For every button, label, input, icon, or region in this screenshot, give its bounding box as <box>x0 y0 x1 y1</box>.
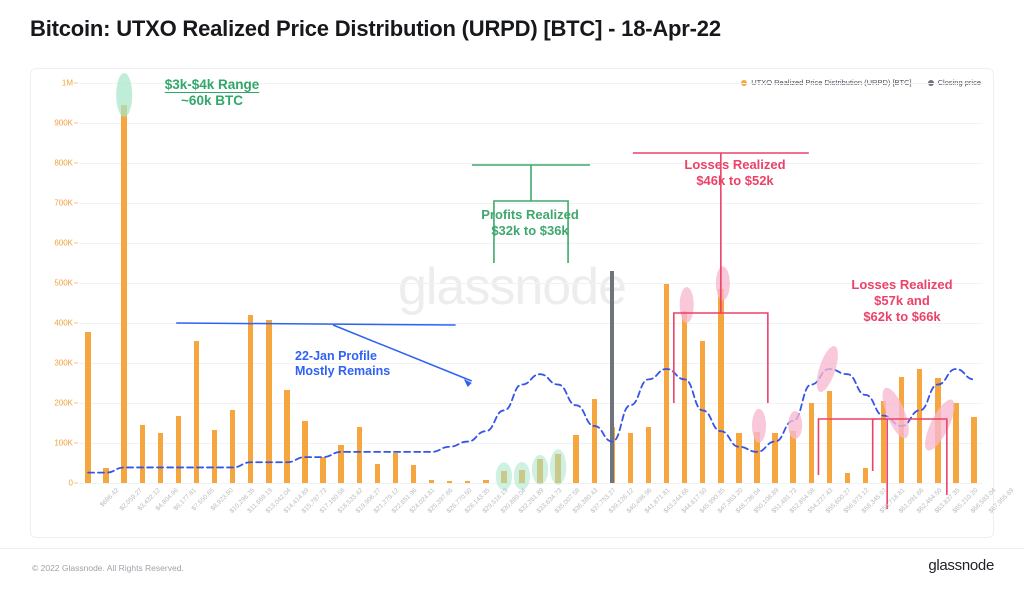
bar[interactable] <box>121 105 127 483</box>
gridline <box>79 163 983 164</box>
y-axis-tick-label: 700K <box>54 198 73 208</box>
annotation-line: 22-Jan Profile <box>295 349 377 363</box>
annotation-line: $57k and <box>874 292 930 308</box>
page-title: Bitcoin: UTXO Realized Price Distributio… <box>30 16 721 41</box>
y-axis-tick-label: 0 <box>68 478 73 488</box>
gridline <box>79 283 983 284</box>
gridline <box>79 483 983 484</box>
bar[interactable] <box>103 467 109 483</box>
y-axis-tick-label: 400K <box>54 318 73 328</box>
y-axis-tick-label: 200K <box>54 398 73 408</box>
annotation-range-3k-4k: $3k-$4k Range ~60k BTC <box>117 77 307 110</box>
annotation-line: Mostly Remains <box>295 364 391 379</box>
y-axis-tick <box>74 82 78 84</box>
annotation-jan-profile: 22-Jan Profile Mostly Remains <box>295 349 455 380</box>
copyright-text: © 2022 Glassnode. All Rights Reserved. <box>32 563 184 573</box>
bar[interactable] <box>862 467 869 483</box>
legend-dot-icon <box>927 79 934 86</box>
legend-label-closing-price: Closing price <box>938 78 981 87</box>
annotation-line: $3k-$4k Range <box>164 77 260 92</box>
annotation-line: $62k to $66k <box>863 308 941 324</box>
y-axis-tick <box>74 322 78 324</box>
y-axis-tick <box>74 442 78 444</box>
y-axis-tick <box>74 202 78 204</box>
bar[interactable] <box>483 479 489 483</box>
gridline <box>79 203 983 204</box>
plot-area: 0 100K 200K 300K 400K 500K 600K 700K 800K 900K 1M <box>54 73 983 509</box>
y-axis-tick-label: 600K <box>54 238 73 248</box>
watermark-glassnode: glassnode <box>397 258 627 316</box>
y-axis-tick-label: 1M <box>61 78 73 88</box>
y-axis-tick-label: 300K <box>54 358 73 368</box>
y-axis-tick <box>74 482 78 484</box>
glassnode-logo: glassnode <box>928 557 994 574</box>
annotation-profits-realized: Profits Realized $32k to $36k <box>435 207 625 239</box>
legend-item-closing-price[interactable]: Closing price <box>927 78 981 87</box>
annotation-line: $46k to $52k <box>696 172 774 188</box>
footer: © 2022 Glassnode. All Rights Reserved. g… <box>0 548 1024 589</box>
y-axis-tick-label: 100K <box>54 438 73 448</box>
y-axis-tick <box>74 162 78 164</box>
y-axis-tick-label: 900K <box>54 118 73 128</box>
annotation-line: ~60k BTC <box>181 93 243 109</box>
y-axis-tick <box>74 242 78 244</box>
y-axis-tick <box>74 362 78 364</box>
gridline <box>79 323 983 324</box>
annotation-line: Losses Realized <box>851 277 953 292</box>
legend-label-urpd: UTXO Realized Price Distribution (URPD) … <box>751 78 911 87</box>
chart-card: UTXO Realized Price Distribution (URPD) … <box>30 68 1016 538</box>
x-axis: $686.42 $2,059.27 $3,432.12 $4,804.96 $6,177… <box>79 487 1016 535</box>
annotation-losses-46k-52k: Losses Realized $46k to $52k <box>635 157 835 189</box>
annotation-line: Losses Realized <box>684 157 786 172</box>
bar[interactable] <box>446 480 453 483</box>
annotation-line: $32k to $36k <box>491 222 569 238</box>
gridline <box>79 83 983 84</box>
y-axis-tick <box>74 402 78 404</box>
y-axis-tick-label: 800K <box>54 158 73 168</box>
legend-item-urpd[interactable]: UTXO Realized Price Distribution (URPD) … <box>741 78 912 87</box>
gridline <box>79 363 983 364</box>
bar[interactable] <box>844 472 851 483</box>
gridline <box>79 123 983 124</box>
gridline <box>79 243 983 244</box>
bar[interactable] <box>374 464 381 483</box>
annotation-line: Profits Realized <box>481 207 579 222</box>
y-axis-tick <box>74 282 78 284</box>
annotation-losses-57k-66k: Losses Realized $57k and $62k to $66k <box>807 277 997 325</box>
bar[interactable] <box>428 480 435 483</box>
legend-dot-icon <box>741 79 748 86</box>
x-axis-tick-label: $686.42 <box>98 487 121 509</box>
y-axis-tick <box>74 122 78 124</box>
chart-legend: UTXO Realized Price Distribution (URPD) … <box>741 78 981 87</box>
annotation-overlay <box>116 73 955 509</box>
y-axis-tick-label: 500K <box>54 278 73 288</box>
bar[interactable] <box>410 465 417 483</box>
bar[interactable] <box>465 481 471 483</box>
